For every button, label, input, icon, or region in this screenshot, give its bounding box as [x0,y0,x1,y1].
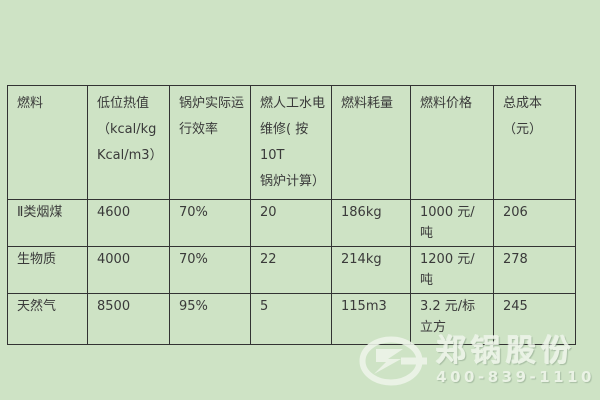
table-row-biomass: 生物质 4000 70% 22 214kg 1200 元/吨 278 [7,246,576,294]
table-cell: 70% [169,246,251,294]
table-cell: 4600 [87,199,170,247]
table-cell: 95% [169,293,251,345]
column-header-fuel: 燃料 [7,85,88,200]
table-cell: 天然气 [7,293,88,345]
table-cell: 22 [250,246,332,294]
zhengguo-logo-icon [359,336,428,386]
watermark-text: 郑锅股份 400-839-1110 [436,336,595,386]
table-cell: 3.2 元/标立方 [410,293,494,345]
table-row-natural-gas: 天然气 8500 95% 5 115m3 3.2 元/标立方 245 [7,293,576,345]
table-cell: 1000 元/吨 [410,199,494,247]
table-cell: 186kg [331,199,411,247]
table-cell: 1200 元/吨 [410,246,494,294]
table-cell: Ⅱ类烟煤 [7,199,88,247]
column-header-consumption: 燃料耗量 [331,85,411,200]
table-cell: 生物质 [7,246,88,294]
table-cell: 8500 [87,293,170,345]
table-cell: 245 [493,293,576,345]
table-cell: 206 [493,199,576,247]
column-header-total-cost: 总成本（元） [493,85,576,200]
watermark: 郑锅股份 400-839-1110 [359,334,595,388]
table-cell: 4000 [87,246,170,294]
table-cell: 70% [169,199,251,247]
table-row-bituminous-coal: Ⅱ类烟煤 4600 70% 20 186kg 1000 元/吨 206 [7,199,576,247]
watermark-phone-number: 400-839-1110 [436,368,595,386]
fuel-cost-table: 燃料 低位热值 （kcal/kg Kcal/m3） 锅炉实际运 行效率 燃人工水… [7,85,576,345]
table-cell: 278 [493,246,576,294]
table-cell: 214kg [331,246,411,294]
table-cell: 20 [250,199,332,247]
column-header-heat-value: 低位热值 （kcal/kg Kcal/m3） [87,85,170,200]
column-header-maintenance: 燃人工水电 维修( 按 10T 锅炉计算） [250,85,332,200]
watermark-company-name: 郑锅股份 [436,334,577,369]
column-header-price: 燃料价格 [410,85,494,200]
fuel-cost-table-wrap: 燃料 低位热值 （kcal/kg Kcal/m3） 锅炉实际运 行效率 燃人工水… [7,85,576,345]
table-cell: 5 [250,293,332,345]
table-cell: 115m3 [331,293,411,345]
column-header-efficiency: 锅炉实际运 行效率 [169,85,251,200]
header-row: 燃料 低位热值 （kcal/kg Kcal/m3） 锅炉实际运 行效率 燃人工水… [7,85,576,200]
